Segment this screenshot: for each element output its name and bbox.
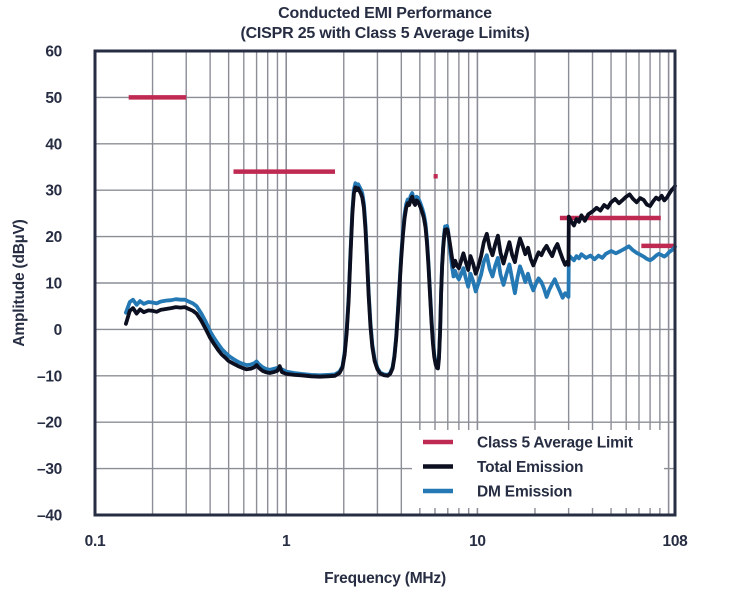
legend-label: DM Emission [477,484,572,501]
x-tick-label: 0.1 [85,533,106,550]
chart-subtitle: (CISPR 25 with Class 5 Average Limits) [240,25,529,42]
y-tick-label: 40 [45,136,62,153]
legend-label: Total Emission [477,459,583,476]
legend: Class 5 Average Limit Total Emission DM Em… [412,430,664,508]
x-tick-label: 10 [469,533,486,550]
y-tick-label: 60 [45,44,62,61]
y-tick-label: –20 [37,415,62,432]
y-tick-label: 10 [45,276,62,293]
x-tick-label: 108 [663,533,689,550]
x-tick-label: 1 [282,533,291,550]
y-tick-label: 50 [45,90,62,107]
y-axis-title: Amplitude (dBµV) [11,219,28,346]
y-tick-label: –10 [37,368,62,385]
y-tick-label: –40 [37,508,62,525]
y-tick-label: 20 [45,229,62,246]
legend-background [412,430,664,508]
chart-title: Conducted EMI Performance [278,5,492,22]
y-tick-label: –30 [37,461,62,478]
series-layer [124,181,677,379]
y-tick-label: 0 [54,322,62,339]
series-total-emission [124,184,677,379]
y-tick-label: 30 [45,183,62,200]
tick-labels-layer: 60 50 40 30 20 10 0 –10 –20 –30 –40 0.1 1 10 108 [37,44,688,551]
plot-frame [93,49,677,517]
legend-label: Class 5 Average Limit [477,435,633,452]
x-axis-title: Frequency (MHz) [324,570,446,587]
